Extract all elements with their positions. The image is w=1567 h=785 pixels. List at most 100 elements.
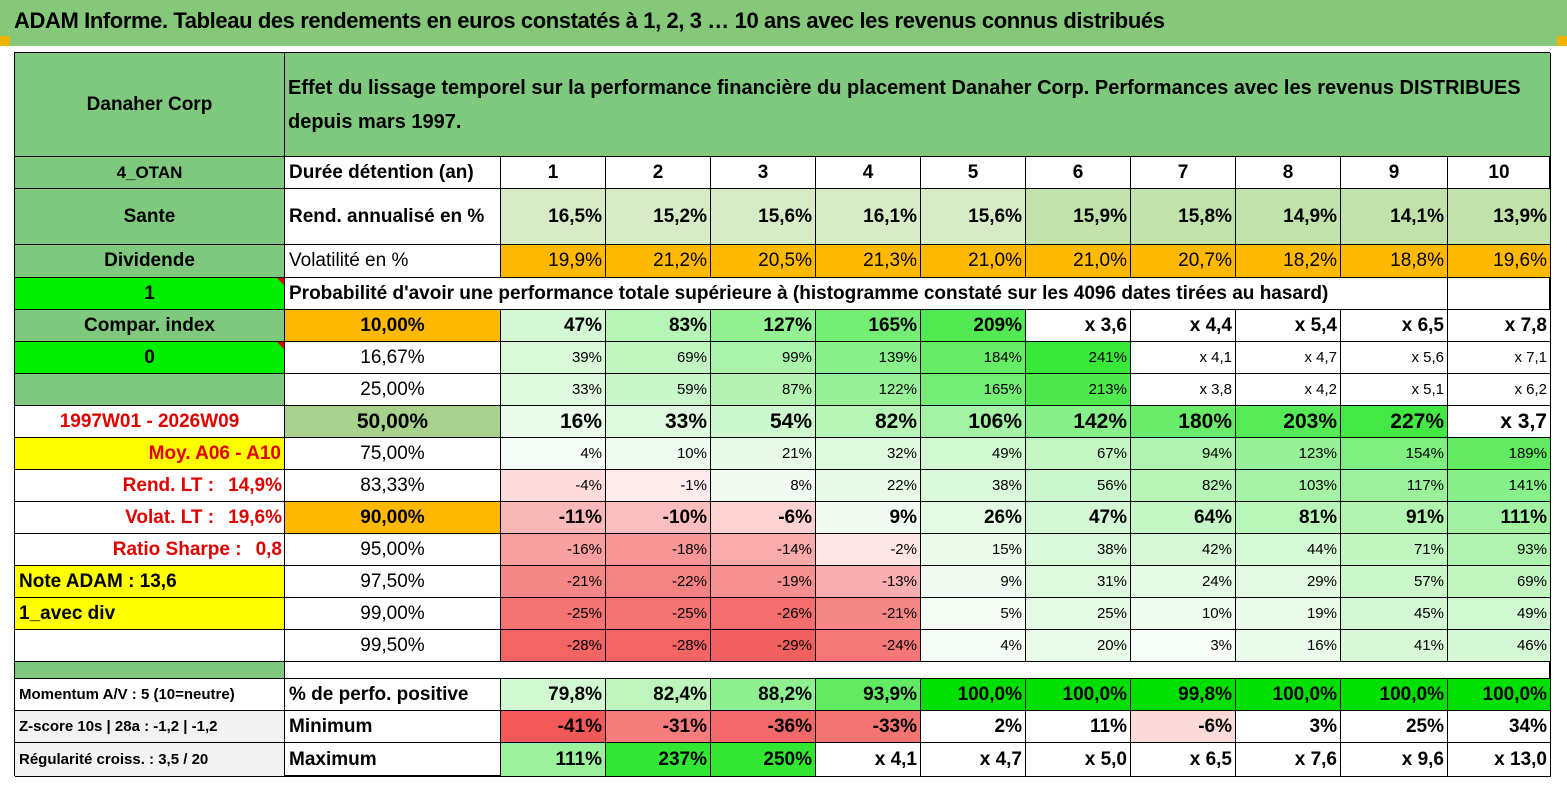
vol-value[interactable]: 21,3% (816, 245, 921, 278)
row-label[interactable]: Minimum (285, 711, 501, 743)
vol-value[interactable]: 21,0% (1026, 245, 1131, 278)
prob-value[interactable]: 180% (1131, 406, 1236, 438)
side-moy[interactable]: Moy. A06 - A10 (15, 438, 285, 470)
prob-value[interactable]: 10% (1131, 598, 1236, 630)
prob-value[interactable]: -29% (711, 630, 816, 662)
rend-value[interactable]: 15,8% (1131, 189, 1236, 245)
rend-value[interactable]: 16,5% (501, 189, 606, 245)
maximum-value[interactable]: x 6,5 (1131, 743, 1236, 777)
minimum-value[interactable]: -6% (1131, 711, 1236, 743)
prob-value[interactable]: 54% (711, 406, 816, 438)
year-header[interactable]: 1 (501, 157, 606, 189)
rend-value[interactable]: 13,9% (1448, 189, 1551, 245)
prob-value[interactable]: x 4,7 (1236, 342, 1341, 374)
rend-value[interactable]: 15,9% (1026, 189, 1131, 245)
prob-value[interactable]: 106% (921, 406, 1026, 438)
side-one[interactable]: 1 (15, 278, 285, 310)
prob-value[interactable]: -21% (501, 566, 606, 598)
prob-value[interactable]: -25% (501, 598, 606, 630)
prob-value[interactable]: 99% (711, 342, 816, 374)
prob-value[interactable]: 26% (921, 502, 1026, 534)
prob-value[interactable]: 46% (1448, 630, 1551, 662)
maximum-value[interactable]: 250% (711, 743, 816, 777)
prob-value[interactable]: -2% (816, 534, 921, 566)
vol-value[interactable]: 20,7% (1131, 245, 1236, 278)
minimum-value[interactable]: -41% (501, 711, 606, 743)
prob-value[interactable]: 10% (606, 438, 711, 470)
rend-value[interactable]: 15,6% (921, 189, 1026, 245)
side-compar[interactable]: Compar. index (15, 310, 285, 342)
maximum-value[interactable]: x 13,0 (1448, 743, 1551, 777)
prob-value[interactable]: 209% (921, 310, 1026, 342)
side-metric[interactable]: Ratio Sharpe : 0,8 (15, 534, 285, 566)
positive-value[interactable]: 79,8% (501, 679, 606, 711)
year-header[interactable]: 5 (921, 157, 1026, 189)
side-zero[interactable]: 0 (15, 342, 285, 374)
prob-value[interactable]: 81% (1236, 502, 1341, 534)
prob-value[interactable]: 9% (921, 566, 1026, 598)
prob-value[interactable]: x 3,6 (1026, 310, 1131, 342)
prob-value[interactable]: 213% (1026, 374, 1131, 406)
prob-value[interactable]: 19% (1236, 598, 1341, 630)
prob-value[interactable]: x 5,4 (1236, 310, 1341, 342)
prob-value[interactable]: 16% (1236, 630, 1341, 662)
positive-value[interactable]: 100,0% (921, 679, 1026, 711)
maximum-value[interactable]: 111% (501, 743, 606, 777)
positive-value[interactable]: 100,0% (1236, 679, 1341, 711)
minimum-value[interactable]: 2% (921, 711, 1026, 743)
prob-value[interactable]: -11% (501, 502, 606, 534)
prob-value[interactable]: x 7,1 (1448, 342, 1551, 374)
year-header[interactable]: 8 (1236, 157, 1341, 189)
prob-value[interactable]: 4% (501, 438, 606, 470)
year-header[interactable]: 2 (606, 157, 711, 189)
side-otan[interactable]: 4_OTAN (15, 157, 285, 189)
vol-value[interactable]: 18,8% (1341, 245, 1448, 278)
prob-value[interactable]: 25% (1026, 598, 1131, 630)
side-indicator[interactable]: Momentum A/V : 5 (10=neutre) (15, 679, 285, 711)
prob-threshold[interactable]: 97,50% (285, 566, 501, 598)
prob-value[interactable]: 189% (1448, 438, 1551, 470)
row-label-duration[interactable]: Durée détention (an) (285, 157, 501, 189)
row-label-vol[interactable]: Volatilité en % (285, 245, 501, 278)
prob-value[interactable]: 47% (501, 310, 606, 342)
side-indicator[interactable]: Régularité croiss. : 3,5 / 20 (15, 743, 285, 777)
prob-threshold[interactable]: 25,00% (285, 374, 501, 406)
prob-threshold[interactable]: 99,00% (285, 598, 501, 630)
prob-value[interactable]: 117% (1341, 470, 1448, 502)
maximum-value[interactable]: x 5,0 (1026, 743, 1131, 777)
minimum-value[interactable]: 34% (1448, 711, 1551, 743)
prob-value[interactable]: 82% (816, 406, 921, 438)
prob-value[interactable]: x 3,8 (1131, 374, 1236, 406)
maximum-value[interactable]: x 9,6 (1341, 743, 1448, 777)
prob-value[interactable]: 123% (1236, 438, 1341, 470)
row-label[interactable]: Maximum (285, 743, 501, 777)
spacer-cell[interactable] (15, 662, 285, 679)
positive-value[interactable]: 93,9% (816, 679, 921, 711)
prob-value[interactable]: 69% (1448, 566, 1551, 598)
prob-value[interactable]: x 5,6 (1341, 342, 1448, 374)
side-note[interactable]: Note ADAM : 13,6 (15, 566, 285, 598)
year-header[interactable]: 7 (1131, 157, 1236, 189)
prob-value[interactable]: 20% (1026, 630, 1131, 662)
prob-value[interactable]: 21% (711, 438, 816, 470)
prob-value[interactable]: 93% (1448, 534, 1551, 566)
positive-value[interactable]: 100,0% (1341, 679, 1448, 711)
prob-value[interactable]: 165% (816, 310, 921, 342)
prob-value[interactable]: 67% (1026, 438, 1131, 470)
selection-corner-handle[interactable] (0, 36, 10, 46)
vol-value[interactable]: 20,5% (711, 245, 816, 278)
prob-value[interactable]: 71% (1341, 534, 1448, 566)
prob-value[interactable]: x 4,4 (1131, 310, 1236, 342)
year-header[interactable]: 4 (816, 157, 921, 189)
prob-value[interactable]: x 6,2 (1448, 374, 1551, 406)
rend-value[interactable]: 15,6% (711, 189, 816, 245)
prob-value[interactable]: -6% (711, 502, 816, 534)
prob-value[interactable]: 56% (1026, 470, 1131, 502)
maximum-value[interactable]: x 4,7 (921, 743, 1026, 777)
prob-value[interactable]: 31% (1026, 566, 1131, 598)
prob-value[interactable]: 59% (606, 374, 711, 406)
prob-value[interactable]: x 7,8 (1448, 310, 1551, 342)
prob-value[interactable]: 127% (711, 310, 816, 342)
prob-value[interactable]: x 4,1 (1131, 342, 1236, 374)
rend-value[interactable]: 14,1% (1341, 189, 1448, 245)
